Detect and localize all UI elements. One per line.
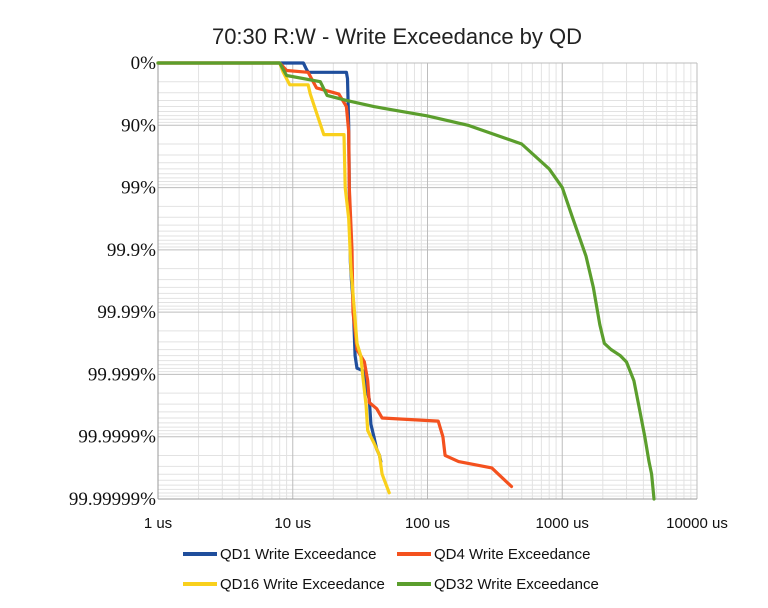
x-tick-label: 100 us: [405, 515, 450, 532]
y-tick-label: 99.99%: [97, 302, 156, 323]
x-tick-label: 10000 us: [666, 515, 728, 532]
y-tick-label: 99.99999%: [69, 489, 156, 510]
x-tick-label: 1000 us: [536, 515, 589, 532]
series-line-qd32: [156, 61, 656, 501]
legend-label: QD4 Write Exceedance: [434, 546, 590, 563]
chart-title: 70:30 R:W - Write Exceedance by QD: [212, 24, 582, 49]
y-tick-label: 99%: [121, 178, 156, 199]
x-axis-tick-labels: 1 us 10 us 100 us 1000 us 10000 us: [144, 515, 728, 532]
series-lines: [156, 61, 656, 501]
legend: QD1 Write Exceedance QD4 Write Exceedance…: [183, 546, 599, 593]
y-axis-tick-labels: 0% 90% 99% 99.9% 99.99% 99.999% 99.9999% 99.999…: [69, 53, 156, 510]
y-tick-label: 99.999%: [88, 364, 156, 385]
y-tick-label: 99.9%: [107, 240, 156, 261]
series-line-qd16: [156, 61, 391, 495]
grid: [157, 62, 698, 500]
x-tick-label: 10 us: [274, 515, 311, 532]
axes: [157, 63, 697, 500]
x-tick-label: 1 us: [144, 515, 172, 532]
y-tick-label: 99.9999%: [78, 427, 156, 448]
y-tick-label: 90%: [121, 115, 156, 136]
y-tick-label: 0%: [131, 53, 157, 74]
legend-label: QD32 Write Exceedance: [434, 576, 599, 593]
legend-label: QD16 Write Exceedance: [220, 576, 385, 593]
legend-label: QD1 Write Exceedance: [220, 546, 376, 563]
